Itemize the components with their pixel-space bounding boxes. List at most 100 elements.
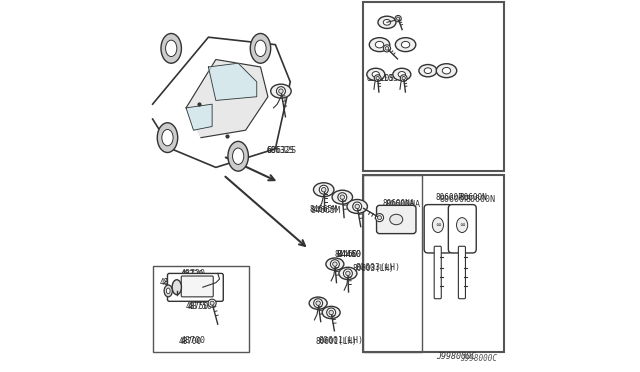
Text: 80600P: 80600P <box>435 193 463 202</box>
Ellipse shape <box>166 288 170 294</box>
Circle shape <box>338 193 347 202</box>
Circle shape <box>319 185 328 194</box>
Circle shape <box>340 195 344 199</box>
Circle shape <box>333 262 337 266</box>
Ellipse shape <box>369 38 390 52</box>
Text: 80010S: 80010S <box>366 74 394 83</box>
Text: 84460: 84460 <box>337 250 362 259</box>
Circle shape <box>329 310 333 315</box>
FancyBboxPatch shape <box>424 205 452 253</box>
Text: ∞: ∞ <box>459 222 465 228</box>
Text: 48720: 48720 <box>180 270 204 279</box>
Ellipse shape <box>353 203 362 210</box>
Text: 84665M: 84665M <box>310 206 340 215</box>
Ellipse shape <box>396 38 416 52</box>
Ellipse shape <box>456 218 468 232</box>
Text: 48720: 48720 <box>180 269 205 278</box>
Text: 80601(LH): 80601(LH) <box>316 337 357 346</box>
Text: 68632S: 68632S <box>266 146 296 155</box>
Circle shape <box>383 45 390 52</box>
Text: 48750: 48750 <box>188 302 213 311</box>
Ellipse shape <box>433 218 444 232</box>
Circle shape <box>278 89 283 93</box>
Ellipse shape <box>162 129 173 146</box>
Text: 80600NA: 80600NA <box>383 199 415 208</box>
Ellipse shape <box>398 71 406 77</box>
Ellipse shape <box>436 64 457 78</box>
Text: 80566M: 80566M <box>383 225 410 234</box>
Text: 80566M: 80566M <box>385 226 415 235</box>
Bar <box>152 266 250 352</box>
Text: 84460: 84460 <box>337 250 362 259</box>
Circle shape <box>346 271 350 276</box>
Ellipse shape <box>378 16 396 29</box>
Circle shape <box>276 87 285 96</box>
FancyBboxPatch shape <box>168 273 223 301</box>
FancyBboxPatch shape <box>458 246 465 299</box>
FancyBboxPatch shape <box>181 276 213 297</box>
Ellipse shape <box>331 261 339 267</box>
Ellipse shape <box>393 68 411 80</box>
Ellipse shape <box>326 258 344 270</box>
Text: 80600P: 80600P <box>439 195 469 203</box>
Ellipse shape <box>228 141 248 171</box>
Ellipse shape <box>255 40 266 57</box>
FancyBboxPatch shape <box>376 205 416 234</box>
Ellipse shape <box>372 71 380 77</box>
Ellipse shape <box>332 190 353 204</box>
Text: 84460: 84460 <box>335 250 358 259</box>
Ellipse shape <box>442 67 451 74</box>
Circle shape <box>330 260 339 269</box>
Circle shape <box>376 214 383 222</box>
Text: J998000C: J998000C <box>436 352 476 361</box>
Circle shape <box>376 77 380 80</box>
FancyBboxPatch shape <box>449 205 476 253</box>
Ellipse shape <box>309 297 327 310</box>
Text: 48700A: 48700A <box>164 278 194 287</box>
Text: 84665M: 84665M <box>310 205 337 214</box>
Circle shape <box>355 204 360 209</box>
Polygon shape <box>152 37 291 167</box>
Circle shape <box>353 202 362 211</box>
Ellipse shape <box>322 307 340 318</box>
Circle shape <box>374 75 381 81</box>
Circle shape <box>208 299 216 307</box>
Ellipse shape <box>250 33 271 63</box>
Ellipse shape <box>319 186 328 193</box>
Polygon shape <box>186 104 212 130</box>
Ellipse shape <box>164 285 172 297</box>
Circle shape <box>314 299 323 308</box>
Ellipse shape <box>367 68 385 80</box>
Text: 80600N: 80600N <box>465 195 495 203</box>
Circle shape <box>378 216 381 219</box>
FancyBboxPatch shape <box>434 246 441 299</box>
Ellipse shape <box>276 88 285 94</box>
Ellipse shape <box>232 148 244 164</box>
Ellipse shape <box>339 267 357 280</box>
Circle shape <box>395 16 401 22</box>
Ellipse shape <box>383 19 390 25</box>
Ellipse shape <box>166 40 177 57</box>
Text: 48700: 48700 <box>180 336 205 345</box>
Bar <box>363 175 422 352</box>
Ellipse shape <box>314 300 322 306</box>
Ellipse shape <box>401 41 410 48</box>
Ellipse shape <box>338 194 346 201</box>
Ellipse shape <box>344 270 351 276</box>
Ellipse shape <box>419 65 437 77</box>
Bar <box>363 175 504 352</box>
Circle shape <box>316 301 321 305</box>
Polygon shape <box>209 63 257 100</box>
Ellipse shape <box>161 33 181 63</box>
Circle shape <box>401 75 407 81</box>
Ellipse shape <box>328 310 335 315</box>
Text: 80600N: 80600N <box>460 193 488 202</box>
Circle shape <box>210 301 214 305</box>
Ellipse shape <box>271 84 291 98</box>
Ellipse shape <box>314 183 334 197</box>
Circle shape <box>344 269 353 278</box>
Text: 80601(LH): 80601(LH) <box>318 336 363 345</box>
Text: 48750: 48750 <box>186 302 209 311</box>
Text: 68632S: 68632S <box>266 146 294 155</box>
Text: ∞: ∞ <box>435 222 441 228</box>
